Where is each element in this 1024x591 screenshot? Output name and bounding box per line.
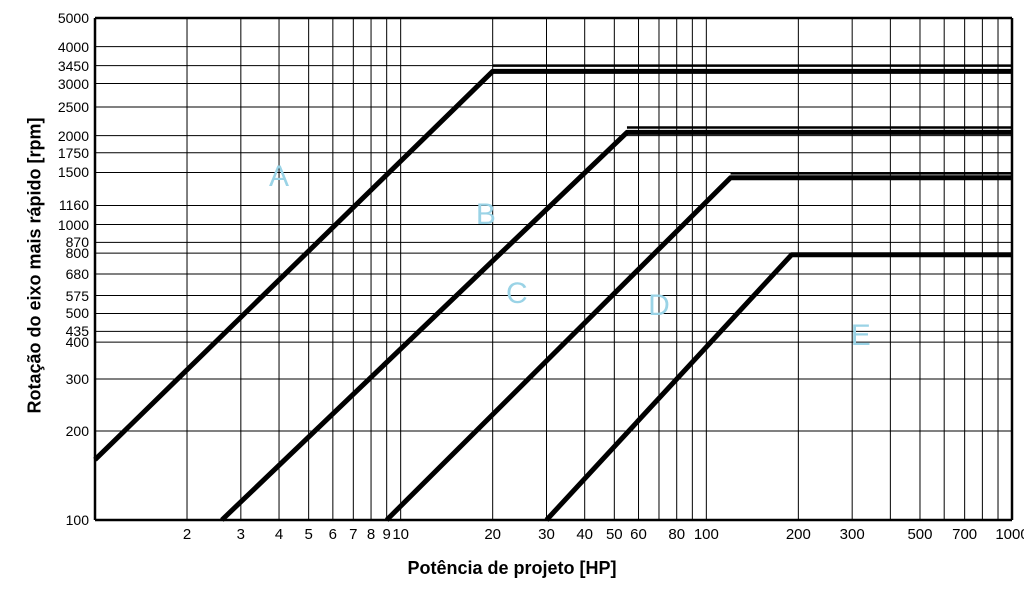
- x-tick-label: 80: [668, 526, 685, 543]
- x-tick-label: 50: [606, 526, 623, 543]
- x-tick-label: 60: [630, 526, 647, 543]
- y-tick-label: 3450: [39, 58, 89, 74]
- y-tick-label: 870: [39, 234, 89, 250]
- y-tick-label: 575: [39, 288, 89, 304]
- x-tick-label: 2: [183, 526, 191, 543]
- region-label-D: D: [648, 289, 670, 323]
- y-tick-label: 680: [39, 266, 89, 282]
- curve-B-C: [222, 132, 1012, 520]
- y-tick-label: 1000: [39, 217, 89, 233]
- x-tick-label: 20: [484, 526, 501, 543]
- x-tick-label: 4: [275, 526, 283, 543]
- y-tick-label: 2000: [39, 128, 89, 144]
- curve-A-B: [95, 71, 1012, 459]
- y-tick-label: 435: [39, 323, 89, 339]
- y-tick-label: 1500: [39, 164, 89, 180]
- x-axis-title: Potência de projeto [HP]: [0, 558, 1024, 579]
- y-tick-label: 4000: [39, 39, 89, 55]
- x-tick-label: 700: [952, 526, 977, 543]
- x-tick-label: 1000: [995, 526, 1024, 543]
- x-tick-label: 9: [383, 526, 391, 543]
- region-label-B: B: [476, 198, 496, 232]
- x-tick-label: 6: [329, 526, 337, 543]
- y-tick-label: 2500: [39, 99, 89, 115]
- x-tick-label: 7: [349, 526, 357, 543]
- y-tick-label: 3000: [39, 76, 89, 92]
- y-tick-label: 1750: [39, 145, 89, 161]
- y-tick-label: 5000: [39, 10, 89, 26]
- x-tick-label: 300: [840, 526, 865, 543]
- chart-container: { "chart": { "type": "line-log-log", "wi…: [0, 0, 1024, 591]
- x-tick-label: 30: [538, 526, 555, 543]
- x-tick-label: 8: [367, 526, 375, 543]
- region-label-E: E: [851, 319, 871, 353]
- y-tick-label: 300: [39, 371, 89, 387]
- x-tick-label: 10: [392, 526, 409, 543]
- x-tick-label: 200: [786, 526, 811, 543]
- y-tick-label: 200: [39, 423, 89, 439]
- x-tick-label: 5: [304, 526, 312, 543]
- x-tick-label: 40: [576, 526, 593, 543]
- x-tick-label: 100: [694, 526, 719, 543]
- region-label-A: A: [269, 160, 289, 194]
- x-tick-label: 500: [907, 526, 932, 543]
- y-tick-label: 500: [39, 305, 89, 321]
- x-tick-label: 3: [237, 526, 245, 543]
- y-tick-label: 1160: [39, 197, 89, 213]
- region-label-C: C: [506, 277, 528, 311]
- y-tick-label: 100: [39, 512, 89, 528]
